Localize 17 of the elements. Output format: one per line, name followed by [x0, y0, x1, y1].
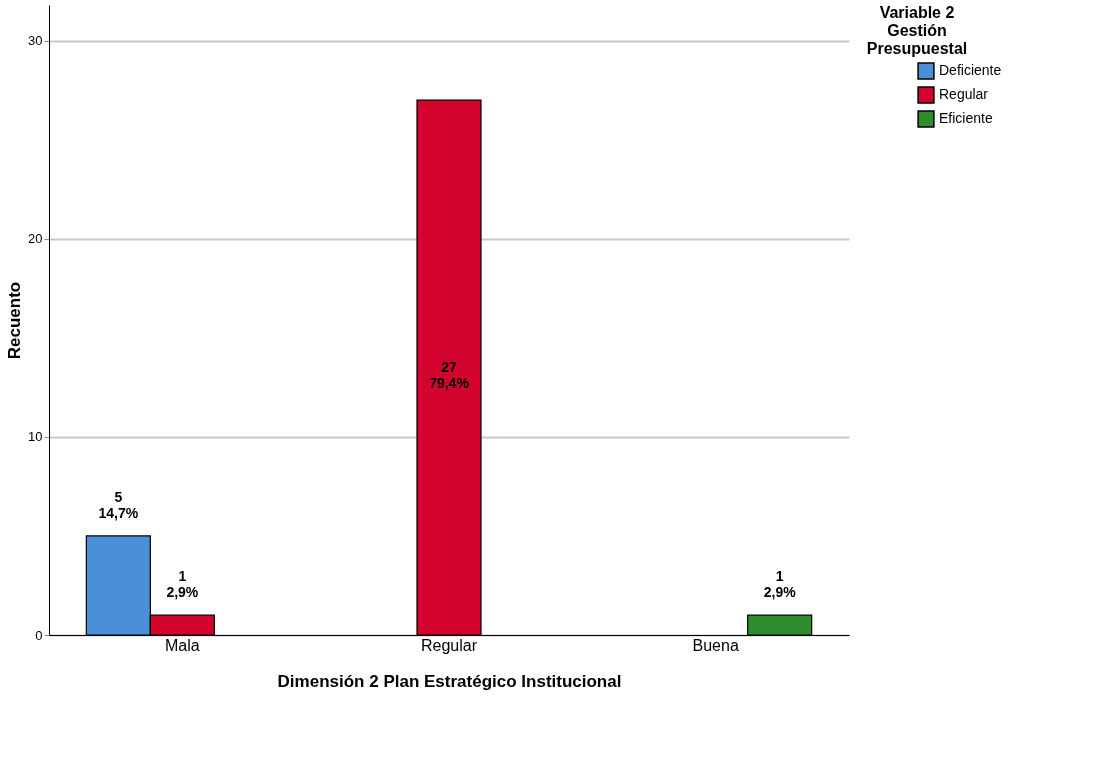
- legend-label: Eficiente: [939, 110, 993, 126]
- x-tick-label: Buena: [692, 636, 739, 654]
- x-tick-label: Mala: [164, 636, 200, 654]
- y-tick-label: 20: [28, 231, 43, 247]
- legend-title: Variable 2 Gestión Presupuestal: [866, 4, 968, 57]
- y-axis-title: Recuento: [5, 281, 25, 360]
- y-tick-label: 30: [28, 33, 43, 49]
- x-tick-label: Regular: [420, 636, 478, 654]
- y-tick-label: 10: [28, 429, 43, 445]
- data-label: 5 14,7%: [98, 489, 139, 522]
- data-label: 1 2,9%: [166, 568, 199, 601]
- data-label: 27 79,4%: [429, 358, 470, 391]
- y-tick-label: 0: [35, 627, 43, 643]
- x-axis-title: Dimensión 2 Plan Estratégico Institucional: [277, 671, 622, 691]
- legend-label: Deficiente: [939, 62, 1002, 78]
- legend-label: Regular: [939, 86, 989, 102]
- data-label: 1 2,9%: [763, 568, 797, 601]
